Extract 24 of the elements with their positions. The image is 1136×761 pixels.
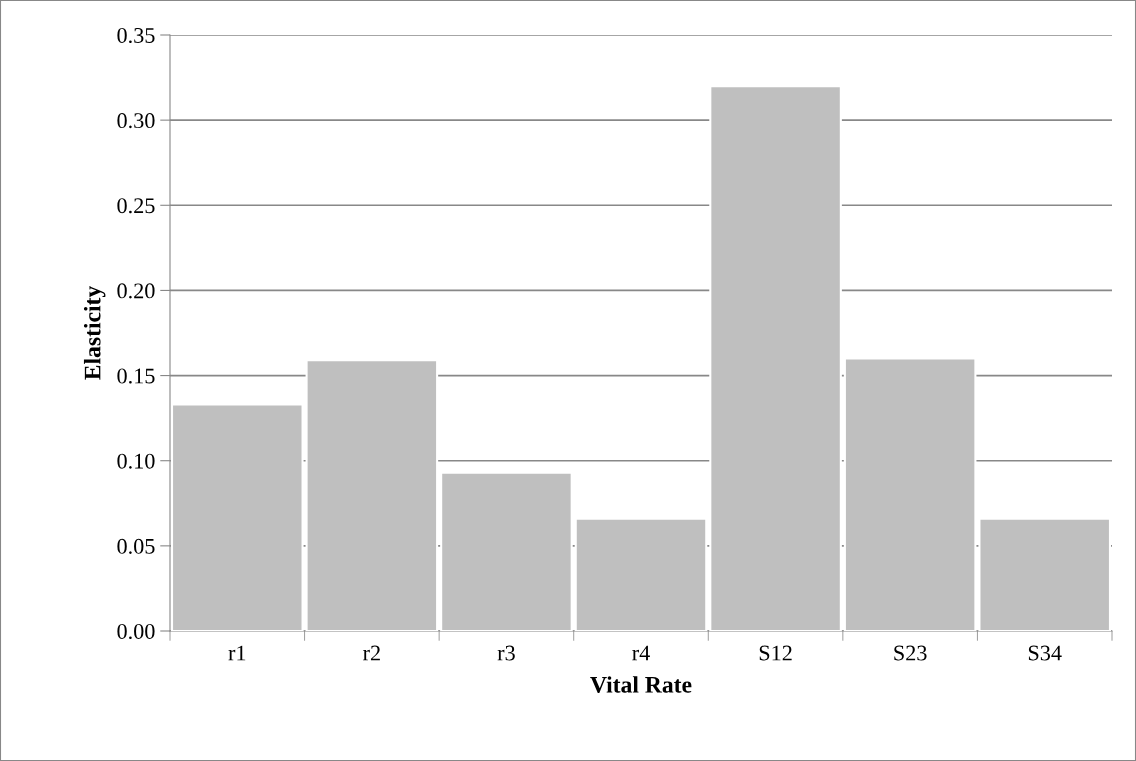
x-tick-label: r3 — [497, 645, 515, 661]
x-tick-label: S12 — [759, 645, 792, 661]
bar — [170, 403, 304, 631]
x-tick-label: r1 — [228, 645, 246, 661]
bar — [574, 517, 708, 631]
x-tick-label: r4 — [632, 645, 650, 661]
bar — [709, 85, 842, 631]
y-tick-label: 0.35 — [117, 27, 155, 44]
y-tick-label: 0.25 — [117, 198, 155, 214]
x-tick-label: r2 — [363, 645, 380, 661]
y-tick-label: 0.20 — [117, 283, 155, 299]
bar — [843, 357, 977, 631]
x-tick-label: S34 — [1028, 645, 1062, 661]
x-tick-label: S23 — [894, 645, 927, 661]
y-tick-label: 0.00 — [117, 623, 155, 640]
y-tick-label: 0.05 — [117, 538, 155, 554]
y-axis-title: Elasticity — [83, 286, 106, 380]
bar — [978, 517, 1112, 631]
bar — [440, 471, 573, 631]
y-tick-label: 0.10 — [117, 453, 155, 469]
y-tick-label: 0.15 — [117, 368, 155, 384]
x-axis-title: Vital Rate — [590, 676, 692, 693]
bar — [305, 359, 439, 631]
y-tick-label: 0.30 — [117, 113, 155, 129]
